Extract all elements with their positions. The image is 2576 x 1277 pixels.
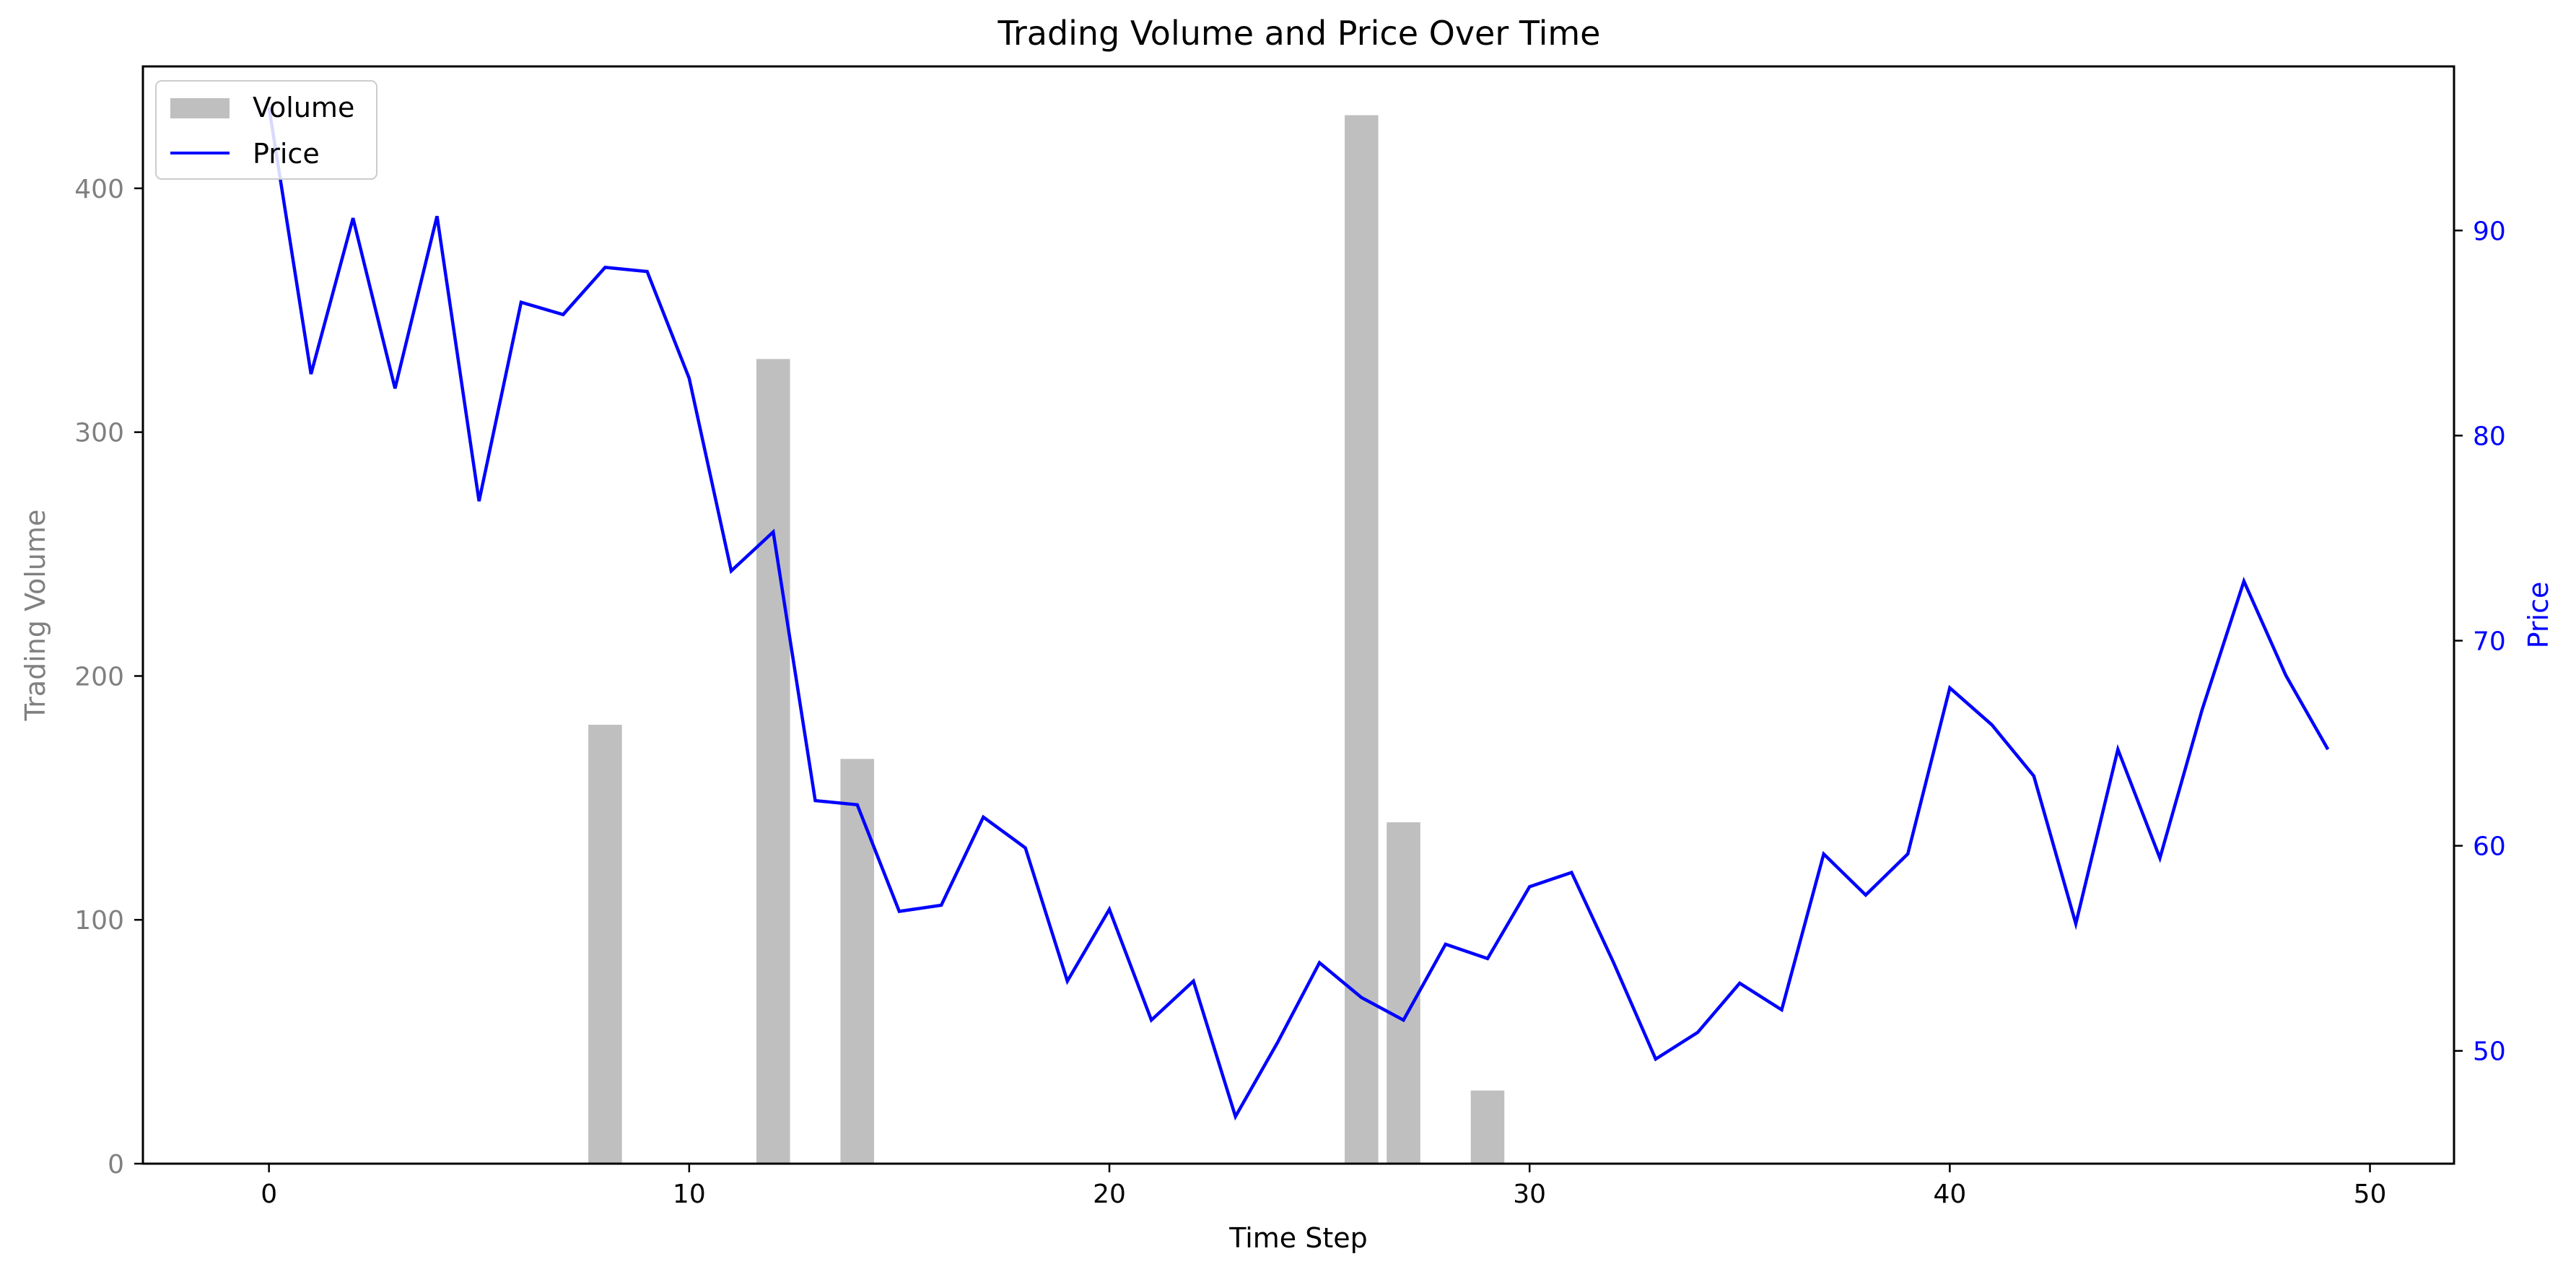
left-y-tick-label: 0 [108, 1150, 124, 1180]
x-tick-label: 50 [2354, 1180, 2387, 1209]
legend-volume-label: Volume [253, 92, 354, 123]
volume-bar [840, 759, 874, 1164]
x-tick-label: 30 [1513, 1180, 1546, 1209]
left-y-tick-label: 300 [74, 419, 124, 448]
right-y-axis-ticks: 50 60 70 80 90 [2454, 217, 2506, 1067]
plot-frame [141, 65, 2455, 1165]
left-y-tick-label: 400 [74, 175, 124, 204]
price-line-layer [267, 107, 2330, 1121]
left-y-tick-label: 100 [74, 906, 124, 936]
x-axis-title: Time Step [1228, 1222, 1368, 1254]
x-tick-label: 10 [673, 1180, 706, 1209]
right-y-tick-label: 80 [2473, 422, 2506, 451]
x-tick-label: 40 [1933, 1180, 1966, 1209]
volume-bar [756, 359, 790, 1164]
volume-bar [1345, 115, 1379, 1164]
left-y-axis-title: Trading Volume [19, 510, 51, 722]
legend-volume-swatch [170, 98, 230, 118]
x-tick-label: 0 [261, 1180, 277, 1209]
right-y-tick-label: 50 [2473, 1037, 2506, 1067]
volume-bar [588, 725, 622, 1164]
x-tick-label: 20 [1093, 1180, 1126, 1209]
right-y-tick-label: 60 [2473, 832, 2506, 862]
legend: Volume Price [155, 80, 377, 180]
volume-bars [588, 115, 1505, 1164]
volume-bar [1387, 822, 1420, 1164]
left-y-tick-label: 200 [74, 662, 124, 692]
chart-title: Trading Volume and Price Over Time [997, 14, 1601, 53]
price-line [267, 107, 2330, 1121]
volume-bar [1470, 1090, 1505, 1164]
left-y-axis-ticks: 0 100 200 300 400 [74, 175, 143, 1180]
legend-price-label: Price [253, 138, 320, 170]
x-axis-ticks: 0 10 20 30 40 50 [261, 1164, 2386, 1209]
right-y-axis-title: Price [2523, 582, 2554, 649]
right-y-tick-label: 90 [2473, 217, 2506, 246]
right-y-tick-label: 70 [2473, 627, 2506, 657]
